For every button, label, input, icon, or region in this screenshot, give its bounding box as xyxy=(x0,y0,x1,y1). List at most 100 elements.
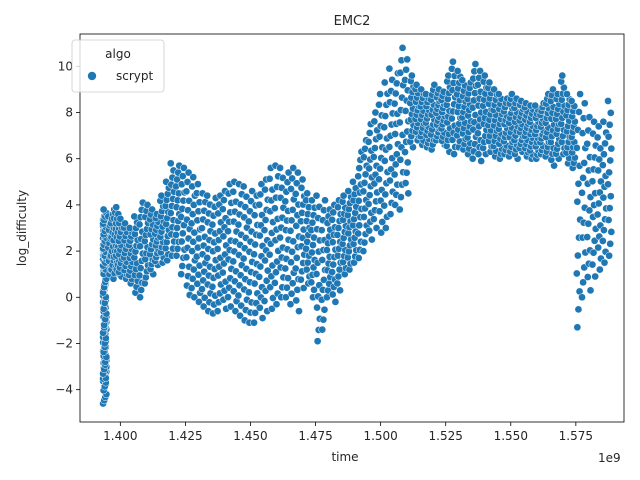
data-point xyxy=(453,67,462,75)
data-point xyxy=(244,288,253,297)
data-point xyxy=(590,117,598,126)
data-point xyxy=(265,250,274,259)
data-point xyxy=(292,222,301,230)
data-point xyxy=(381,190,390,199)
data-point xyxy=(368,235,376,244)
data-point xyxy=(281,293,290,302)
data-point xyxy=(183,178,192,186)
data-point xyxy=(355,221,364,230)
data-point xyxy=(190,293,199,302)
data-point xyxy=(576,90,584,98)
data-point xyxy=(402,168,411,177)
data-point xyxy=(272,268,280,277)
data-point xyxy=(288,279,297,288)
data-point xyxy=(229,187,238,196)
y-tick-label: 8 xyxy=(65,106,73,120)
data-point xyxy=(395,205,404,214)
data-point xyxy=(308,218,317,227)
data-point xyxy=(448,114,456,123)
data-point xyxy=(178,229,187,238)
data-point xyxy=(318,325,327,334)
data-point xyxy=(586,286,595,295)
y-tick-label: 0 xyxy=(65,290,73,304)
data-point xyxy=(607,144,616,153)
data-point xyxy=(213,307,222,315)
data-point xyxy=(580,159,589,167)
data-point xyxy=(391,160,400,169)
data-point xyxy=(583,273,592,281)
data-point xyxy=(295,307,303,315)
data-point xyxy=(404,189,413,198)
data-point xyxy=(188,274,197,283)
data-point xyxy=(173,224,181,232)
data-point xyxy=(291,264,300,273)
data-point xyxy=(263,266,272,275)
data-point xyxy=(220,196,228,204)
data-point xyxy=(354,196,363,205)
data-point xyxy=(307,278,316,287)
data-point xyxy=(182,253,191,262)
data-point xyxy=(594,166,603,175)
data-point xyxy=(449,57,457,66)
data-point xyxy=(303,258,312,267)
data-point xyxy=(334,224,343,232)
data-point xyxy=(178,172,187,180)
data-point xyxy=(381,224,390,232)
data-point xyxy=(166,209,175,217)
data-point xyxy=(116,214,125,223)
data-point xyxy=(360,213,368,221)
data-point xyxy=(309,241,317,249)
data-point xyxy=(336,286,344,295)
data-point xyxy=(354,254,363,262)
data-point xyxy=(365,129,374,137)
data-point xyxy=(136,293,144,302)
data-point xyxy=(371,108,380,117)
data-point xyxy=(302,265,311,274)
data-point xyxy=(224,227,232,236)
data-point xyxy=(375,175,383,184)
data-point xyxy=(288,247,296,256)
data-point xyxy=(600,150,608,159)
y-tick-label: 4 xyxy=(65,198,73,212)
x-axis: 1.400 1.425 1.450 1.475 1.500 1.525 1.550 1.575 xyxy=(103,422,593,443)
data-point xyxy=(172,231,180,239)
data-point xyxy=(261,216,270,224)
data-point xyxy=(289,164,298,172)
data-point xyxy=(287,289,296,298)
data-point xyxy=(288,174,296,183)
data-point xyxy=(396,155,405,164)
data-point xyxy=(369,153,378,161)
data-point xyxy=(260,226,269,234)
data-point xyxy=(218,205,227,214)
data-point xyxy=(284,168,293,177)
y-axis-label: log_difficulty xyxy=(15,190,29,266)
data-point xyxy=(380,201,389,210)
data-point xyxy=(276,164,284,172)
data-point xyxy=(255,231,264,240)
data-point xyxy=(178,262,187,270)
data-point xyxy=(239,254,248,263)
data-point xyxy=(187,284,196,292)
data-point xyxy=(234,220,243,229)
data-point xyxy=(226,302,235,311)
data-point xyxy=(584,219,593,228)
data-point xyxy=(193,279,202,288)
data-point xyxy=(355,164,364,172)
data-point xyxy=(354,229,363,238)
data-point xyxy=(450,150,458,158)
y-tick-label: 2 xyxy=(65,244,73,258)
x-tick-label: 1.450 xyxy=(233,429,267,443)
x-tick-label: 1.425 xyxy=(168,429,202,443)
data-point xyxy=(597,177,605,186)
data-point xyxy=(320,276,328,284)
data-point xyxy=(328,290,337,299)
data-point xyxy=(112,203,121,212)
data-point xyxy=(408,71,416,80)
data-point xyxy=(549,85,557,94)
data-point xyxy=(276,233,284,242)
data-point xyxy=(360,179,369,187)
data-point xyxy=(588,260,597,269)
data-point xyxy=(203,254,212,262)
x-tick-label: 1.550 xyxy=(494,429,528,443)
data-point xyxy=(190,228,199,237)
